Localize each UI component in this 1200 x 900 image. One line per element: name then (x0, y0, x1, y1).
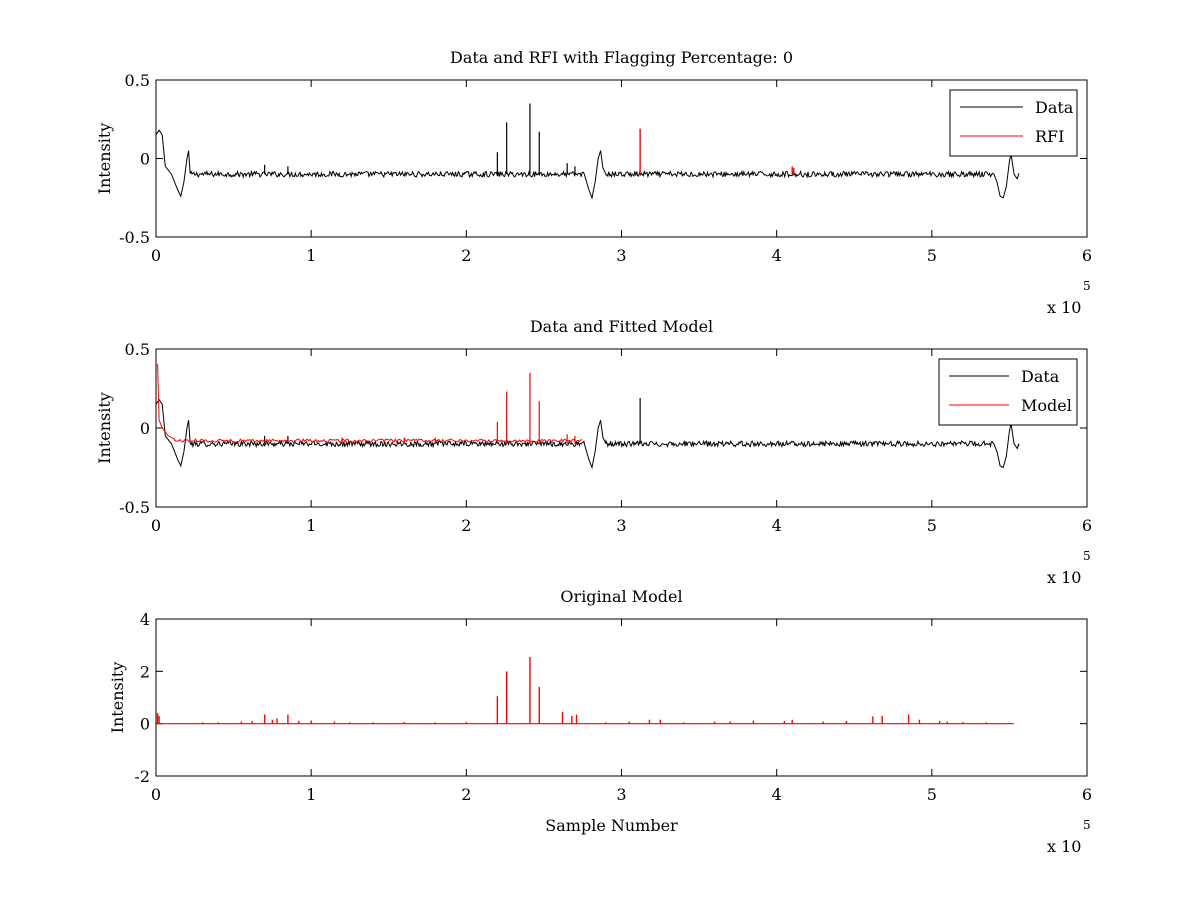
y-tick-label: 4 (140, 610, 150, 629)
legend-entry-data: Data (1035, 98, 1074, 117)
legend-entry-rfi: RFI (1035, 127, 1064, 146)
y-axis-label: Intensity (95, 123, 114, 195)
x-tick-label: 3 (616, 246, 626, 265)
legend-entry-data: Data (1021, 367, 1060, 386)
legend-box (938, 358, 1078, 426)
x-tick-label: 1 (306, 785, 316, 804)
legend-entry-model: Model (1021, 396, 1072, 415)
series-group (155, 364, 1020, 470)
subplot-title: Original Model (560, 587, 682, 606)
x-tick-label: 2 (461, 246, 471, 265)
x-tick-label: 0 (151, 785, 161, 804)
x-tick-label: 0 (151, 246, 161, 265)
axes-frame (155, 348, 1088, 508)
x-tick-label: 6 (1082, 246, 1092, 265)
x-tick-label: 4 (772, 246, 782, 265)
y-tick-label: 0.5 (125, 340, 150, 359)
subplot-original-model: Original Model Intensity Sample Number 0… (108, 587, 1092, 856)
axes-frame (155, 79, 1088, 238)
series-line-data (155, 129, 1020, 200)
legend: Data RFI (949, 89, 1078, 157)
x-tick-label: 4 (772, 785, 782, 804)
tick-group: 0 1 2 3 4 5 6-0.500.5 (119, 340, 1092, 535)
x-tick-label: 2 (461, 785, 471, 804)
y-tick-label: -0.5 (119, 498, 150, 517)
x-tick-label: 5 (927, 785, 937, 804)
series-group (155, 103, 1020, 200)
series-line-data (155, 398, 1020, 470)
y-tick-label: 0 (140, 419, 150, 438)
x-tick-label: 5 (927, 246, 937, 265)
legend: Data Model (938, 358, 1078, 426)
y-tick-label: 0 (140, 715, 150, 734)
x-tick-label: 4 (772, 516, 782, 535)
x-multiplier-exponent: 5 (1083, 279, 1091, 293)
y-tick-label: 0 (140, 150, 150, 169)
subplot-data-and-fitted-model: Data and Fitted Model Intensity 0 1 2 3 4 5 6 -… (95, 317, 1092, 587)
y-tick-label: -2 (134, 767, 150, 786)
x-tick-label: 1 (306, 246, 316, 265)
x-tick-label: 3 (616, 785, 626, 804)
series-group (156, 656, 1015, 725)
x-tick-label: 3 (616, 516, 626, 535)
axes-frame (155, 618, 1088, 777)
x-tick-label: 5 (927, 516, 937, 535)
x-tick-label: 0 (151, 516, 161, 535)
y-axis-label: Intensity (95, 392, 114, 464)
subplot-title: Data and RFI with Flagging Percentage: 0 (450, 48, 793, 67)
legend-box (949, 89, 1078, 157)
series-line-model (156, 364, 583, 444)
y-axis-label: Intensity (108, 662, 127, 734)
y-tick-label: 0.5 (125, 71, 150, 90)
x-multiplier-base: x 10 (1047, 298, 1081, 317)
subplot-title: Data and Fitted Model (530, 317, 713, 336)
x-axis-label: Sample Number (545, 816, 678, 835)
y-tick-label: -0.5 (119, 228, 150, 247)
y-tick-label: 2 (140, 662, 150, 681)
x-multiplier-base: x 10 (1047, 568, 1081, 587)
x-multiplier-exponent: 5 (1083, 549, 1091, 563)
x-tick-label: 2 (461, 516, 471, 535)
x-tick-label: 6 (1082, 516, 1092, 535)
x-multiplier-exponent: 5 (1083, 818, 1091, 832)
x-multiplier-base: x 10 (1047, 837, 1081, 856)
x-tick-label: 6 (1082, 785, 1092, 804)
subplot-data-and-rfi: Data and RFI with Flagging Percentage: 0… (95, 48, 1092, 317)
x-tick-label: 1 (306, 516, 316, 535)
